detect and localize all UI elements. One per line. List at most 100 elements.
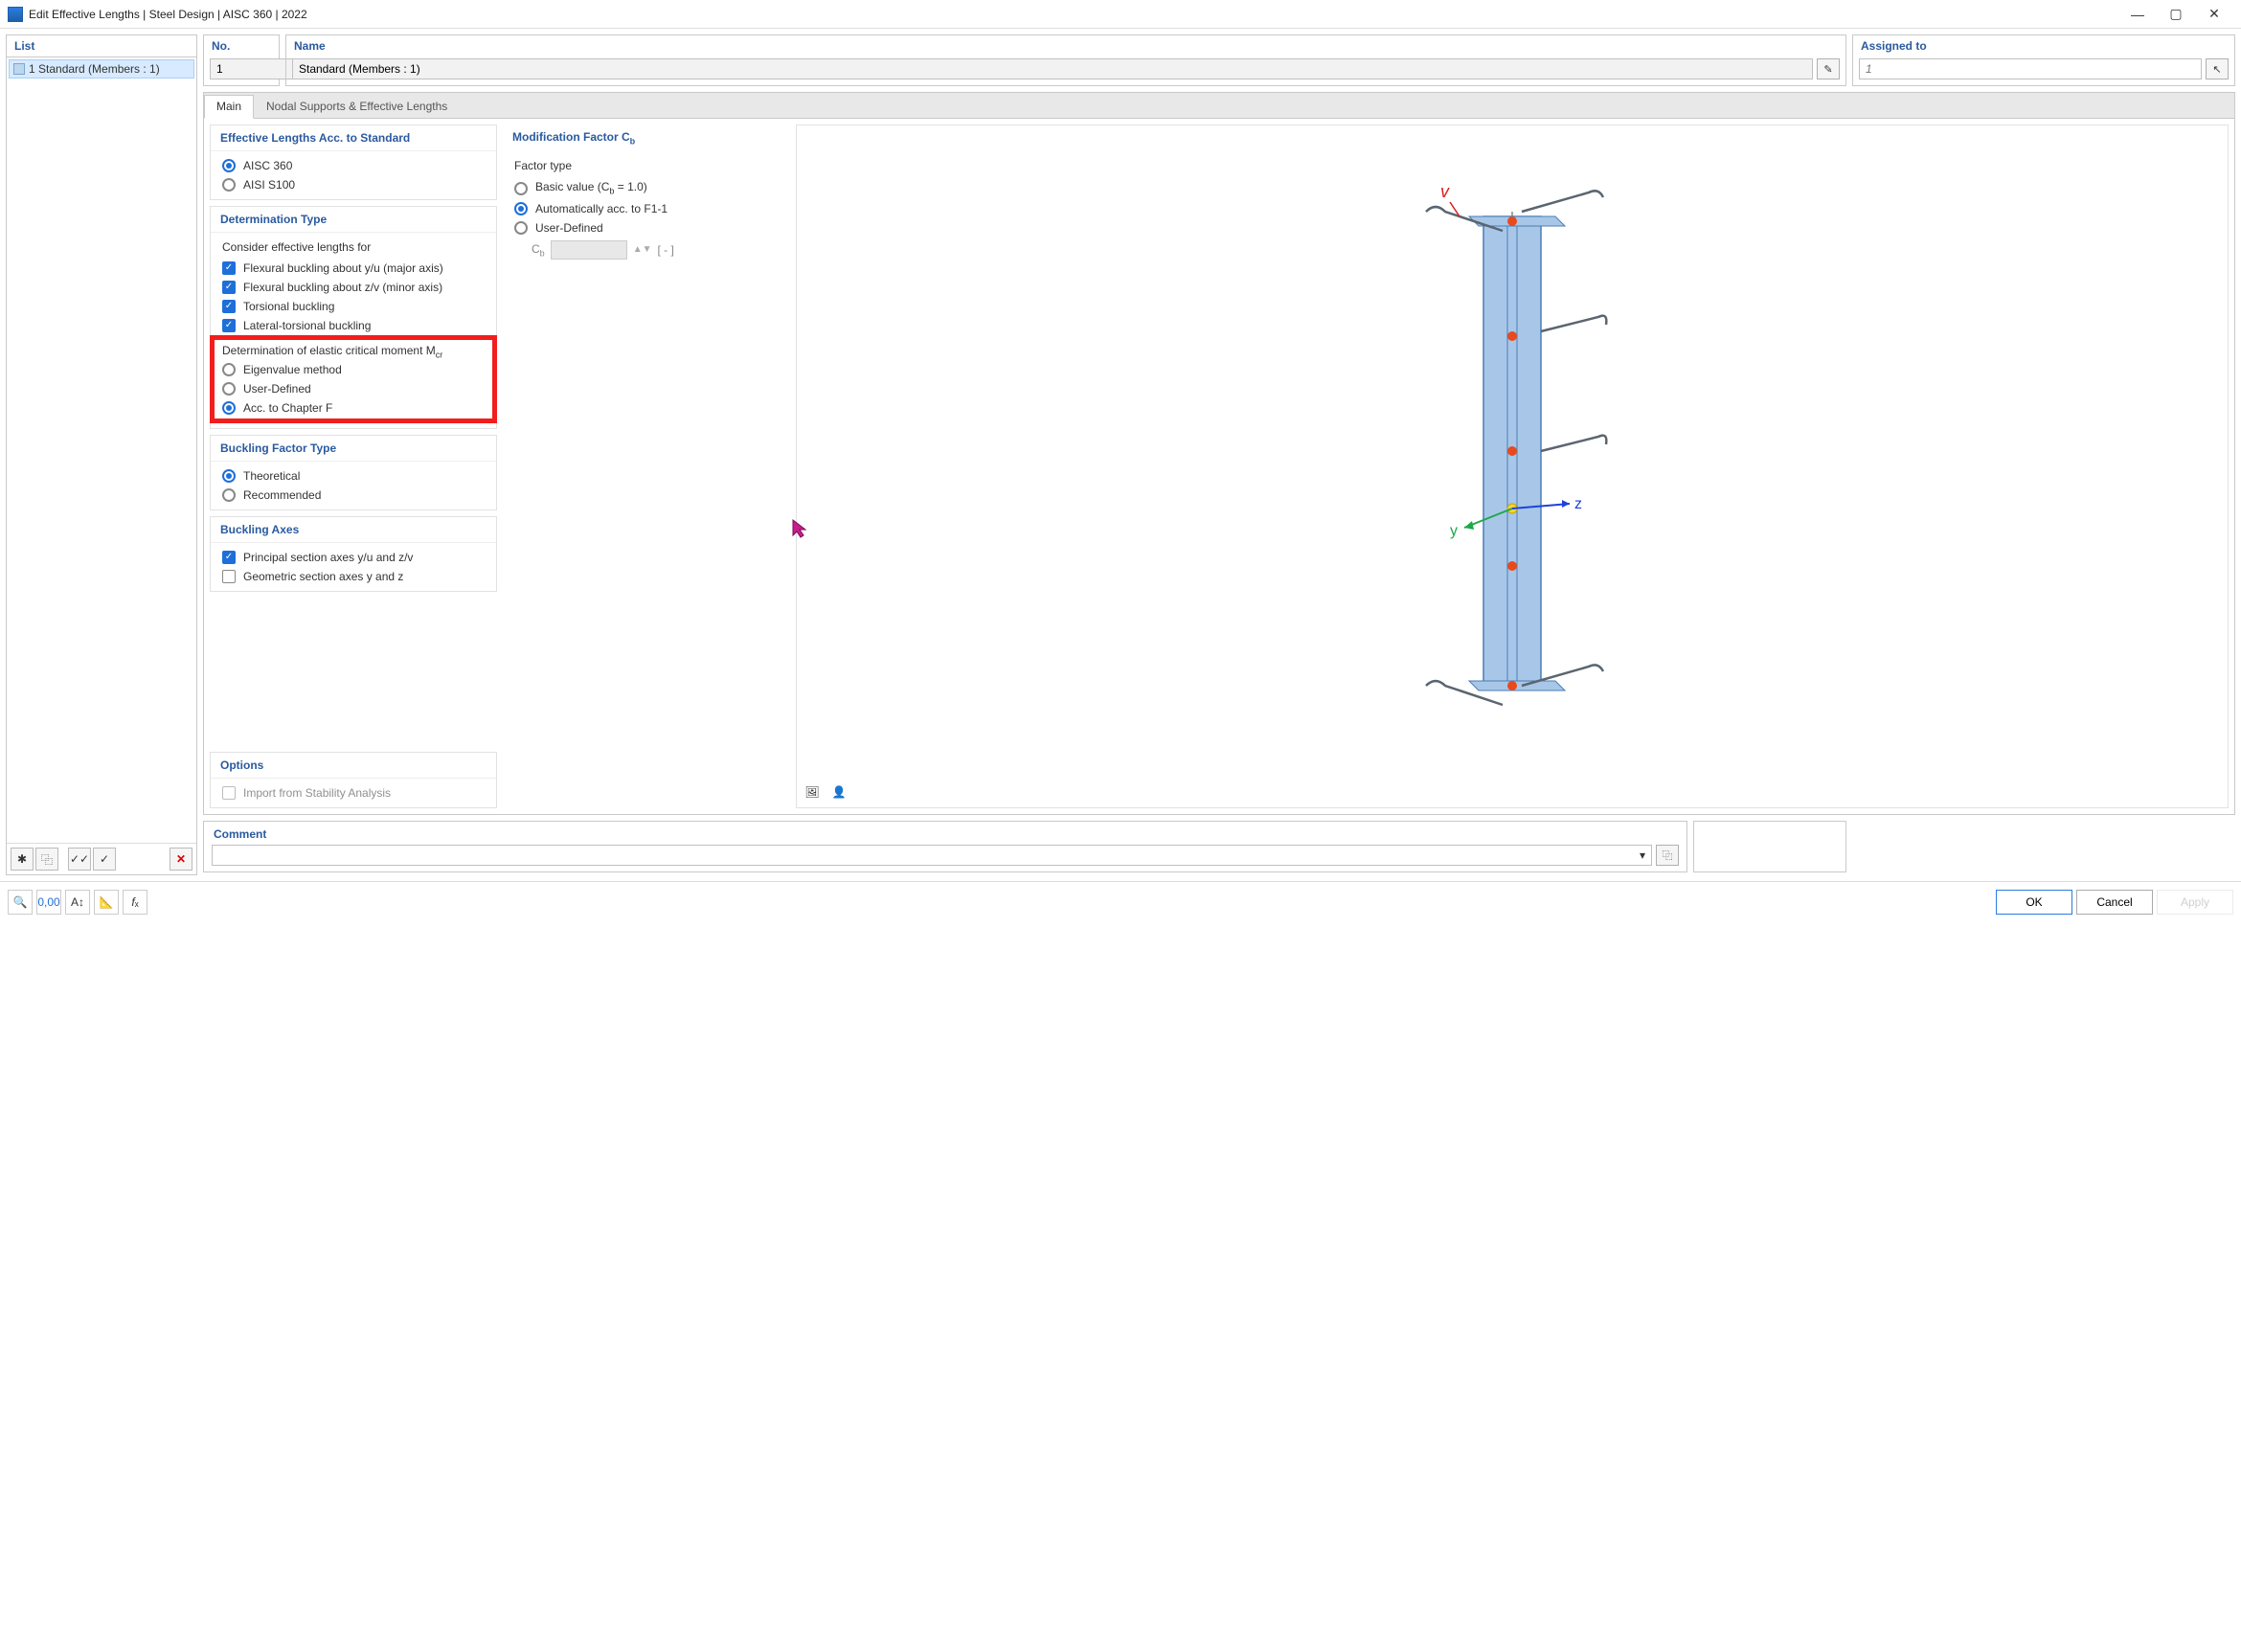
radio-label: AISC 360 <box>243 159 292 172</box>
check-all-icon[interactable]: ✓✓ <box>68 848 91 871</box>
footer-tool4-icon[interactable]: 📐 <box>94 890 119 915</box>
radio-icon <box>514 202 528 215</box>
check-icon <box>222 570 236 583</box>
pick-assigned-icon[interactable]: ↖ <box>2206 58 2229 79</box>
footer-tool5-icon[interactable]: fₓ <box>123 890 147 915</box>
consider-label: Consider effective lengths for <box>222 240 485 254</box>
cancel-button[interactable]: Cancel <box>2076 890 2153 915</box>
list-body[interactable]: 1 Standard (Members : 1) <box>7 57 196 843</box>
no-label: No. <box>204 35 279 57</box>
comment-box: Comment ▾ ⿻ <box>203 821 1687 872</box>
check-icon <box>222 281 236 294</box>
tab-nodal[interactable]: Nodal Supports & Effective Lengths <box>254 95 460 118</box>
section-options: Options Import from Stability Analysis <box>210 752 497 808</box>
footer-units-icon[interactable]: 0,00 <box>36 890 61 915</box>
middle-settings-column: Modification Factor Cb Factor type Basic… <box>503 124 790 808</box>
check-label: Lateral-torsional buckling <box>243 319 371 332</box>
list-toolbar: ✱ ⿻ ✓✓ ✓ ✕ <box>7 843 196 874</box>
radio-label: Automatically acc. to F1-1 <box>535 202 668 215</box>
tab-main[interactable]: Main <box>204 95 254 119</box>
check-label: Torsional buckling <box>243 300 334 313</box>
preview-tool-1-icon[interactable]: 🖼 <box>801 781 824 803</box>
window-title: Edit Effective Lengths | Steel Design | … <box>29 8 2118 21</box>
comment-row: Comment ▾ ⿻ <box>203 821 2235 872</box>
comment-select[interactable]: ▾ <box>212 845 1652 866</box>
axis-y-label: y <box>1450 523 1458 539</box>
section-axes-header: Buckling Axes <box>211 517 496 543</box>
section-det-header: Determination Type <box>211 207 496 233</box>
main-tab-content: Effective Lengths Acc. to Standard AISC … <box>203 118 2235 815</box>
tabs-and-content: Main Nodal Supports & Effective Lengths … <box>203 92 2235 815</box>
radio-aisc360[interactable]: AISC 360 <box>222 159 485 172</box>
comment-spacer <box>1852 821 2235 872</box>
radio-label: User-Defined <box>535 221 603 235</box>
beam-preview-svg: z y v <box>1369 183 1656 719</box>
check-lat-tor[interactable]: Lateral-torsional buckling <box>222 319 485 332</box>
check-flex-zv[interactable]: Flexural buckling about z/v (minor axis) <box>222 281 485 294</box>
radio-auto-f11[interactable]: Automatically acc. to F1-1 <box>514 202 779 215</box>
check-label: Import from Stability Analysis <box>243 786 391 800</box>
list-header: List <box>7 35 196 57</box>
radio-icon <box>222 469 236 483</box>
preview-panel: z y v 🖼 👤 <box>796 124 2229 808</box>
ok-button[interactable]: OK <box>1996 890 2072 915</box>
check-torsional[interactable]: Torsional buckling <box>222 300 485 313</box>
edit-name-icon[interactable]: ✎ <box>1817 58 1840 79</box>
section-effective-lengths-header: Effective Lengths Acc. to Standard <box>211 125 496 151</box>
check-icon <box>222 319 236 332</box>
section-mod-header: Modification Factor Cb <box>503 124 790 151</box>
radio-label: Eigenvalue method <box>243 363 342 376</box>
footer-help-icon[interactable]: 🔍 <box>8 890 33 915</box>
name-label: Name <box>286 35 1845 57</box>
new-item-icon[interactable]: ✱ <box>11 848 34 871</box>
section-modification-factor: Modification Factor Cb Factor type Basic… <box>503 124 790 267</box>
dialog-footer: 🔍 0,00 A↕ 📐 fₓ OK Cancel Apply <box>0 881 2241 922</box>
copy-item-icon[interactable]: ⿻ <box>35 848 58 871</box>
titlebar: Edit Effective Lengths | Steel Design | … <box>0 0 2241 29</box>
check-label: Geometric section axes y and z <box>243 570 403 583</box>
radio-theoretical[interactable]: Theoretical <box>222 469 485 483</box>
radio-user-defined[interactable]: User-Defined <box>222 382 485 396</box>
radio-aisi-s100[interactable]: AISI S100 <box>222 178 485 192</box>
section-bft-header: Buckling Factor Type <box>211 436 496 462</box>
uncheck-icon[interactable]: ✓ <box>93 848 116 871</box>
preview-toolbar: 🖼 👤 <box>797 777 2228 807</box>
section-buckling-factor-type: Buckling Factor Type Theoretical Recomme… <box>210 435 497 510</box>
assigned-input[interactable] <box>1859 58 2202 79</box>
name-input[interactable] <box>292 58 1813 79</box>
comment-copy-icon[interactable]: ⿻ <box>1656 845 1679 866</box>
check-principal-axes[interactable]: Principal section axes y/u and z/v <box>222 551 485 564</box>
minimize-button[interactable]: — <box>2118 1 2157 28</box>
list-item[interactable]: 1 Standard (Members : 1) <box>9 59 194 79</box>
close-button[interactable]: ✕ <box>2195 1 2233 28</box>
cursor-icon <box>791 518 808 539</box>
check-label: Flexural buckling about y/u (major axis) <box>243 261 443 275</box>
tabs-row: Main Nodal Supports & Effective Lengths <box>203 92 2235 118</box>
list-item-swatch <box>13 63 25 75</box>
radio-label: AISI S100 <box>243 178 295 192</box>
top-fields-row: No. Name ✎ Assigned to ↖ <box>203 34 2235 86</box>
preview-canvas[interactable]: z y v <box>797 125 2228 777</box>
check-flex-yu[interactable]: Flexural buckling about y/u (major axis) <box>222 261 485 275</box>
radio-eigenvalue[interactable]: Eigenvalue method <box>222 363 485 376</box>
radio-basic-value[interactable]: Basic value (Cb = 1.0) <box>514 180 779 195</box>
maximize-button[interactable]: ▢ <box>2157 1 2195 28</box>
name-field: Name ✎ <box>285 34 1846 86</box>
radio-chapter-f[interactable]: Acc. to Chapter F <box>222 401 485 415</box>
radio-icon <box>222 488 236 502</box>
radio-icon <box>222 159 236 172</box>
check-icon <box>222 300 236 313</box>
radio-mod-user[interactable]: User-Defined <box>514 221 779 235</box>
preview-tool-2-icon[interactable]: 👤 <box>827 781 850 803</box>
info-box <box>1693 821 1846 872</box>
delete-icon[interactable]: ✕ <box>170 848 192 871</box>
check-label: Principal section axes y/u and z/v <box>243 551 413 564</box>
radio-label: Theoretical <box>243 469 300 483</box>
cb-spinner <box>551 240 627 260</box>
check-geometric-axes[interactable]: Geometric section axes y and z <box>222 570 485 583</box>
radio-icon <box>514 182 528 195</box>
cb-value-row: Cb ▲▼ [ - ] <box>514 240 779 260</box>
radio-icon <box>222 401 236 415</box>
radio-recommended[interactable]: Recommended <box>222 488 485 502</box>
footer-tool3-icon[interactable]: A↕ <box>65 890 90 915</box>
